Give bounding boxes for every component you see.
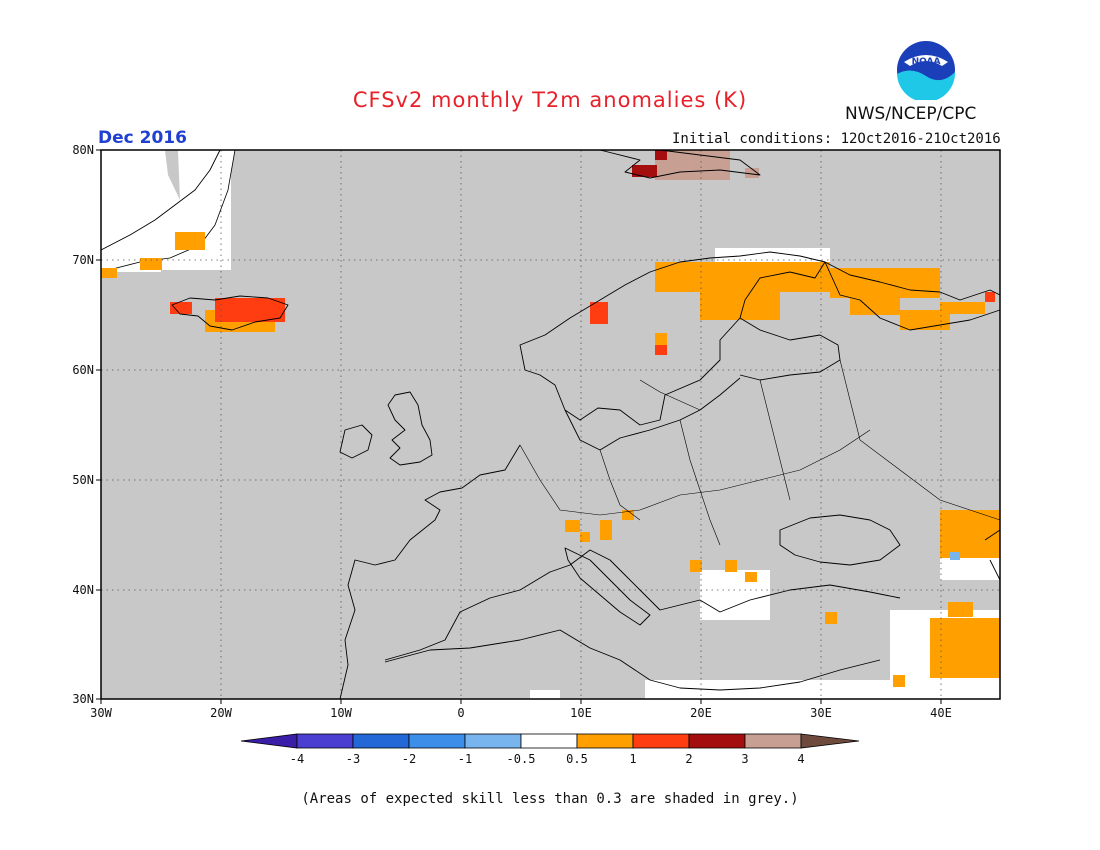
lat-label: 30N xyxy=(72,692,94,706)
colorbar-cell xyxy=(464,733,522,749)
colorbar-cell xyxy=(632,733,690,749)
colorbar xyxy=(240,733,860,749)
colorbar-cell xyxy=(744,733,802,749)
lat-label: 80N xyxy=(72,143,94,157)
lat-label: 40N xyxy=(72,583,94,597)
colorbar-label: -2 xyxy=(401,752,417,766)
footnote: (Areas of expected skill less than 0.3 a… xyxy=(301,791,799,807)
colorbar-cell xyxy=(688,733,746,749)
lat-label: 50N xyxy=(72,473,94,487)
colorbar-label: 2 xyxy=(685,752,693,766)
lon-label: 10E xyxy=(570,706,592,720)
lon-label: 0 xyxy=(457,706,465,720)
lon-label: 30W xyxy=(90,706,112,720)
lat-label: 60N xyxy=(72,363,94,377)
lat-label: 70N xyxy=(72,253,94,267)
initial-conditions: Initial conditions: 12Oct2016-21Oct2016 xyxy=(672,131,1001,147)
colorbar-cell xyxy=(296,733,354,749)
colorbar-label: -0.5 xyxy=(506,752,536,766)
colorbar-label: -3 xyxy=(345,752,361,766)
colorbar-label: 1 xyxy=(629,752,637,766)
lon-label: 40E xyxy=(930,706,952,720)
lon-label: 20W xyxy=(210,706,232,720)
graticule xyxy=(101,150,1000,699)
lon-label: 30E xyxy=(810,706,832,720)
axis-ticks xyxy=(96,149,942,704)
colorbar-high-triangle xyxy=(800,733,860,749)
svalbard-anomaly-patches xyxy=(632,150,759,180)
noaa-logo: NOAA xyxy=(896,40,956,104)
lon-label: 10W xyxy=(330,706,352,720)
colorbar-cell xyxy=(352,733,410,749)
chart-title: CFSv2 monthly T2m anomalies (K) xyxy=(352,88,748,112)
blue-anomaly-patch xyxy=(950,552,960,560)
colorbar-cell xyxy=(576,733,634,749)
valid-month: Dec 2016 xyxy=(98,128,187,148)
country-borders xyxy=(519,359,1001,546)
colorbar-low-triangle xyxy=(240,733,298,749)
colorbar-label: -1 xyxy=(457,752,473,766)
map-frame xyxy=(100,149,1001,700)
colorbar-label: 3 xyxy=(741,752,749,766)
agency-label: NWS/NCEP/CPC xyxy=(845,104,977,124)
lon-label: 20E xyxy=(690,706,712,720)
colorbar-label: 0.5 xyxy=(566,752,588,766)
colorbar-cell xyxy=(408,733,466,749)
colorbar-cell xyxy=(520,733,578,749)
skill-mask-background xyxy=(101,150,1000,699)
coastlines xyxy=(100,149,1001,700)
colorbar-label: -4 xyxy=(289,752,305,766)
noaa-logo-text: NOAA xyxy=(912,57,941,67)
colorbar-label: 4 xyxy=(797,752,805,766)
red-anomaly-patches xyxy=(170,292,995,355)
